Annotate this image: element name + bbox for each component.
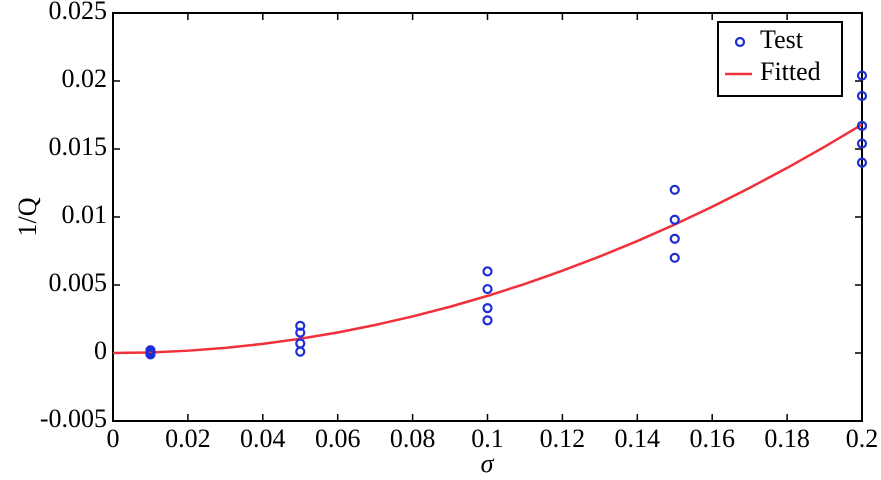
- x-tick-label: 0.04: [240, 424, 286, 453]
- y-tick-label: 0.025: [49, 0, 108, 25]
- x-tick-label: 0.06: [315, 424, 361, 453]
- test-point: [669, 214, 680, 225]
- test-point: [856, 138, 868, 149]
- x-tick-label: 0.1: [471, 424, 504, 453]
- x-tick-label: 0.18: [764, 424, 810, 453]
- test-point: [482, 283, 493, 295]
- x-tick-label: 0.16: [689, 424, 735, 453]
- test-point: [856, 90, 868, 102]
- legend-label: Test: [760, 25, 804, 54]
- test-point: [856, 157, 868, 168]
- test-point: [295, 338, 306, 349]
- y-tick-label: 0.02: [62, 64, 108, 93]
- x-tick-label: 0: [107, 424, 120, 453]
- y-tick-label: -0.005: [40, 404, 107, 433]
- y-tick-label: 0.015: [49, 132, 108, 161]
- test-point: [295, 327, 306, 338]
- x-tick-label: 0.02: [165, 424, 211, 453]
- legend-marker: [734, 36, 746, 48]
- y-tick-label: 0: [94, 336, 107, 365]
- test-point: [856, 70, 868, 81]
- test-point: [295, 346, 306, 357]
- test-point: [482, 303, 493, 314]
- test-point: [856, 120, 868, 131]
- test-point: [669, 252, 680, 263]
- x-tick-label: 0.12: [540, 424, 586, 453]
- legend-label: Fitted: [760, 57, 821, 86]
- x-axis-label: σ: [481, 449, 495, 478]
- y-axis-label: 1/Q: [13, 197, 42, 236]
- x-tick-label: 0.14: [615, 424, 661, 453]
- x-tick-label: 0.08: [390, 424, 436, 453]
- y-tick-label: 0.01: [62, 200, 108, 229]
- test-point: [482, 315, 493, 326]
- fitted-line: [112, 123, 863, 355]
- test-point: [669, 233, 680, 244]
- test-point: [145, 349, 156, 360]
- legend-box: [717, 21, 843, 97]
- y-tick-label: 0.005: [49, 268, 108, 297]
- test-point: [482, 266, 493, 277]
- test-point: [295, 320, 306, 331]
- test-point: [669, 184, 680, 195]
- x-tick-label: 0.2: [846, 424, 879, 453]
